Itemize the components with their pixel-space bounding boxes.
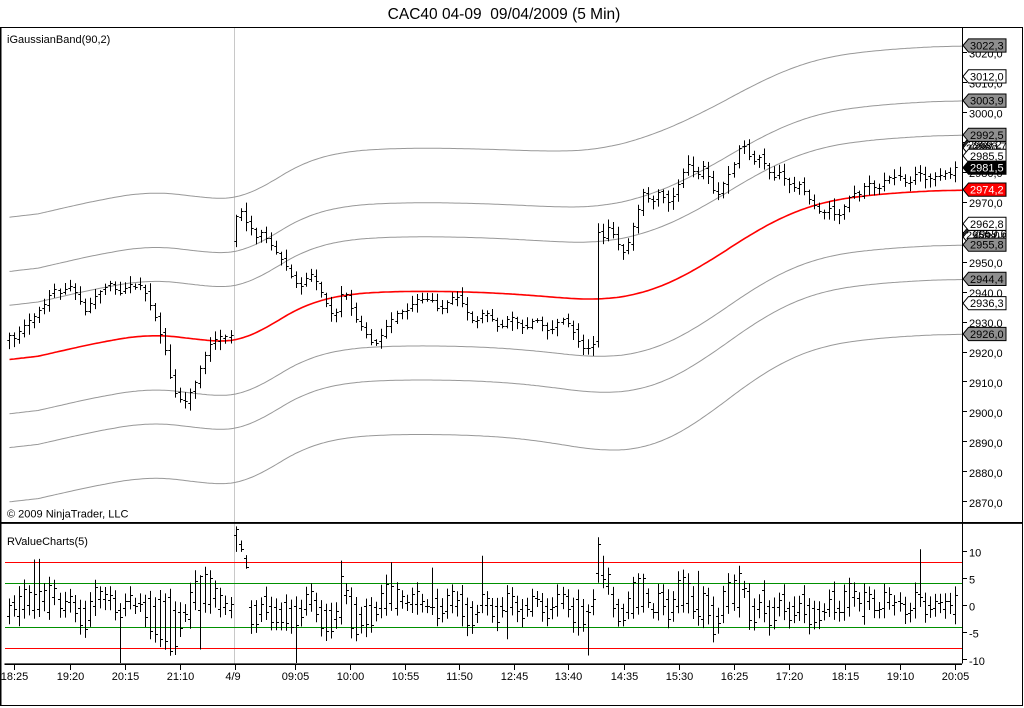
svg-text:21:10: 21:10 (167, 671, 195, 683)
svg-text:3000,0: 3000,0 (969, 108, 1003, 120)
svg-text:iGaussianBand(90,2): iGaussianBand(90,2) (7, 34, 110, 46)
svg-text:09:05: 09:05 (282, 671, 310, 683)
svg-text:© 2009 NinjaTrader, LLC: © 2009 NinjaTrader, LLC (7, 509, 128, 521)
svg-text:5: 5 (969, 575, 975, 587)
svg-text:10:00: 10:00 (337, 671, 365, 683)
svg-text:-10: -10 (969, 656, 985, 668)
svg-text:3003,9: 3003,9 (970, 96, 1004, 108)
svg-text:2985,5: 2985,5 (970, 151, 1004, 163)
svg-text:3012,0: 3012,0 (970, 71, 1004, 83)
svg-text:12:45: 12:45 (501, 671, 529, 683)
svg-text:2992,5: 2992,5 (970, 130, 1004, 142)
svg-text:2900,0: 2900,0 (969, 408, 1003, 420)
svg-text:2870,0: 2870,0 (969, 498, 1003, 510)
svg-text:CAC40 04-09 09/04/2009 (5 Min: CAC40 04-09 09/04/2009 (5 Min) (388, 6, 621, 23)
svg-text:2890,0: 2890,0 (969, 438, 1003, 450)
svg-text:2920,0: 2920,0 (969, 348, 1003, 360)
svg-text:2955,8: 2955,8 (970, 240, 1004, 252)
svg-text:15:30: 15:30 (666, 671, 694, 683)
svg-text:10:55: 10:55 (392, 671, 420, 683)
svg-text:16:25: 16:25 (721, 671, 749, 683)
svg-text:2962,8: 2962,8 (970, 219, 1004, 231)
svg-text:20:05: 20:05 (942, 671, 970, 683)
svg-text:2959,6: 2959,6 (973, 228, 1007, 240)
svg-text:13:40: 13:40 (555, 671, 583, 683)
svg-text:11:50: 11:50 (446, 671, 473, 683)
svg-text:-5: -5 (969, 629, 979, 641)
svg-text:18:15: 18:15 (832, 671, 860, 683)
svg-text:4/9: 4/9 (225, 671, 240, 683)
svg-text:19:10: 19:10 (887, 671, 915, 683)
svg-text:18:25: 18:25 (1, 671, 29, 683)
svg-text:2974,2: 2974,2 (970, 185, 1004, 197)
svg-text:2910,0: 2910,0 (969, 378, 1003, 390)
svg-text:0: 0 (969, 602, 975, 614)
svg-text:RValueCharts(5): RValueCharts(5) (7, 536, 88, 548)
svg-text:2944,4: 2944,4 (970, 274, 1004, 286)
svg-text:10: 10 (969, 547, 981, 559)
svg-text:2936,3: 2936,3 (970, 298, 1004, 310)
svg-text:19:20: 19:20 (57, 671, 85, 683)
svg-text:2981,5: 2981,5 (970, 163, 1004, 175)
svg-text:2970,0: 2970,0 (969, 198, 1003, 210)
svg-text:2880,0: 2880,0 (969, 468, 1003, 480)
svg-text:14:35: 14:35 (611, 671, 639, 683)
svg-text:2950,0: 2950,0 (969, 258, 1003, 270)
svg-text:2926,0: 2926,0 (970, 329, 1004, 341)
svg-text:20:15: 20:15 (112, 671, 140, 683)
svg-text:17:20: 17:20 (776, 671, 804, 683)
svg-text:3022,3: 3022,3 (970, 41, 1004, 53)
